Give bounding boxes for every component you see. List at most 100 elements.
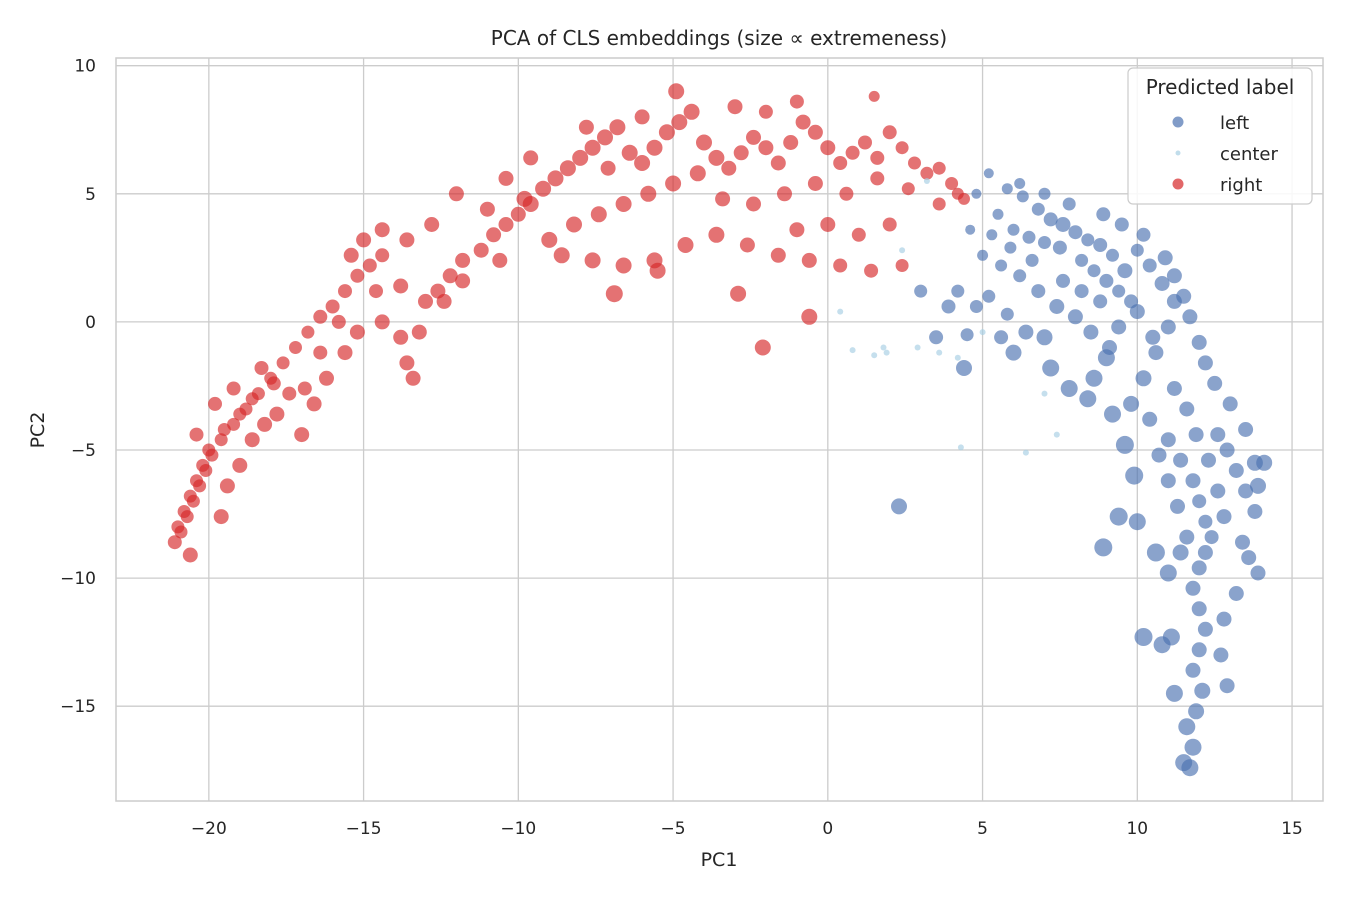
point-right: [708, 149, 725, 166]
point-right: [820, 140, 836, 156]
point-left: [1210, 483, 1226, 499]
point-right: [289, 341, 302, 354]
point-left: [1049, 299, 1065, 314]
series-right: [167, 83, 970, 563]
point-left: [1207, 375, 1223, 391]
point-left: [1181, 759, 1199, 777]
point-left: [1115, 435, 1134, 454]
point-left: [1184, 738, 1202, 756]
point-right: [908, 156, 921, 170]
point-right: [356, 232, 372, 248]
point-right: [436, 293, 452, 309]
point-right: [393, 329, 409, 345]
point-right: [442, 268, 458, 284]
point-left: [1001, 183, 1013, 195]
y-tick-labels: 10 5 0 −5 −10 −15: [60, 57, 96, 718]
point-right: [721, 160, 737, 176]
point-left: [1093, 238, 1108, 252]
point-left: [1173, 452, 1189, 468]
point-right: [658, 124, 675, 141]
point-left: [1185, 473, 1201, 489]
point-right: [758, 140, 774, 156]
point-right: [313, 345, 328, 360]
point-left: [1083, 324, 1099, 340]
point-right: [615, 257, 632, 274]
point-left: [1170, 498, 1185, 514]
point-right: [180, 510, 194, 524]
legend-box: [1127, 67, 1313, 205]
point-right: [186, 494, 200, 508]
point-left: [1194, 682, 1211, 699]
point-left: [1201, 452, 1216, 468]
point-right: [399, 355, 415, 371]
legend: Predicted label left center right: [1127, 67, 1313, 205]
y-tick-label: −10: [60, 569, 96, 589]
legend-marker-left: [1172, 116, 1184, 128]
point-left: [1060, 380, 1078, 397]
point-left: [1250, 477, 1266, 494]
y-tick-label: 0: [85, 313, 96, 333]
point-left: [1216, 611, 1232, 627]
point-left: [1250, 565, 1266, 581]
point-left: [977, 249, 989, 261]
point-right: [510, 206, 526, 222]
point-left: [1176, 288, 1192, 304]
point-left: [982, 289, 996, 303]
point-right: [208, 396, 222, 411]
point-right: [375, 248, 390, 263]
point-left: [1148, 345, 1164, 361]
point-right: [205, 448, 219, 462]
point-left: [1160, 473, 1176, 489]
x-tick-label: 5: [977, 819, 988, 839]
point-left: [1179, 401, 1195, 417]
series-center: [837, 178, 1060, 456]
point-left: [1157, 250, 1173, 266]
point-right: [325, 299, 340, 314]
legend-label-right: right: [1220, 175, 1262, 196]
point-right: [895, 141, 909, 155]
point-right: [226, 381, 241, 396]
point-left: [1191, 601, 1207, 617]
point-right: [920, 166, 934, 180]
point-right: [374, 314, 390, 330]
point-left: [1197, 621, 1213, 637]
point-right: [516, 190, 533, 207]
point-left: [1247, 504, 1263, 519]
point-right: [727, 99, 743, 115]
point-right: [405, 370, 421, 386]
point-right: [882, 125, 897, 140]
point-left: [1000, 307, 1014, 321]
point-left: [1014, 178, 1026, 189]
point-right: [600, 160, 616, 176]
point-left: [1135, 370, 1152, 387]
point-right: [337, 345, 353, 361]
point-left: [994, 330, 1009, 345]
point-right: [350, 268, 365, 283]
point-right: [746, 196, 761, 212]
point-right: [189, 427, 204, 442]
point-right: [584, 139, 601, 156]
point-right: [895, 259, 909, 272]
point-right: [807, 124, 823, 140]
point-left: [1172, 544, 1189, 561]
point-left: [1216, 509, 1232, 525]
point-right: [578, 119, 594, 135]
point-right: [535, 180, 552, 197]
point-right: [572, 149, 589, 166]
point-left: [1197, 355, 1213, 371]
point-left: [1109, 507, 1128, 526]
point-right: [282, 386, 297, 401]
point-right: [833, 258, 848, 273]
point-left: [1188, 703, 1205, 720]
point-center: [979, 329, 986, 336]
point-right: [566, 216, 582, 233]
point-right: [455, 273, 471, 289]
point-right: [668, 83, 685, 100]
point-left: [1111, 319, 1127, 335]
point-right: [219, 478, 235, 494]
point-left: [1191, 334, 1207, 350]
point-left: [1204, 530, 1219, 545]
point-right: [665, 175, 682, 192]
point-left: [956, 360, 972, 376]
